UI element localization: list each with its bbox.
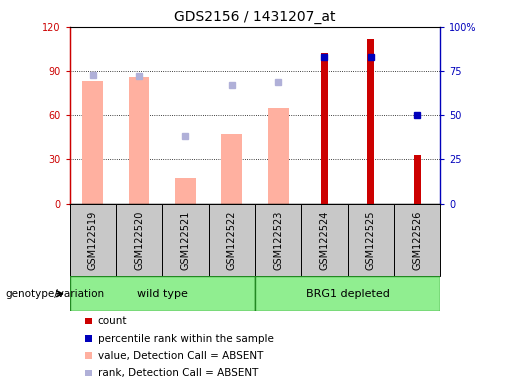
Title: GDS2156 / 1431207_at: GDS2156 / 1431207_at	[174, 10, 336, 25]
Bar	[255, 204, 301, 276]
Text: percentile rank within the sample: percentile rank within the sample	[98, 334, 274, 344]
Bar	[85, 370, 92, 376]
Text: GSM122524: GSM122524	[319, 210, 330, 270]
Bar	[70, 204, 116, 276]
Bar	[85, 353, 92, 359]
Bar	[348, 204, 394, 276]
Bar	[301, 204, 348, 276]
Text: GSM122525: GSM122525	[366, 210, 376, 270]
Text: GSM122526: GSM122526	[412, 210, 422, 270]
Text: GSM122521: GSM122521	[180, 210, 191, 270]
Bar	[162, 204, 209, 276]
Bar	[367, 39, 374, 204]
Text: GSM122523: GSM122523	[273, 210, 283, 270]
Text: GSM122520: GSM122520	[134, 210, 144, 270]
Bar	[82, 81, 103, 204]
Bar	[129, 77, 149, 204]
Text: count: count	[98, 316, 127, 326]
Text: BRG1 depleted: BRG1 depleted	[306, 289, 389, 299]
Text: genotype/variation: genotype/variation	[5, 289, 104, 299]
Text: value, Detection Call = ABSENT: value, Detection Call = ABSENT	[98, 351, 263, 361]
Bar	[414, 155, 421, 204]
Bar	[321, 53, 328, 204]
Bar	[175, 179, 196, 204]
Bar	[85, 335, 92, 342]
Bar	[268, 108, 288, 204]
Bar	[70, 276, 255, 311]
Text: rank, Detection Call = ABSENT: rank, Detection Call = ABSENT	[98, 368, 258, 378]
Text: wild type: wild type	[137, 289, 187, 299]
Bar	[116, 204, 162, 276]
Bar	[209, 204, 255, 276]
Text: GSM122522: GSM122522	[227, 210, 237, 270]
Bar	[221, 134, 242, 204]
Bar	[255, 276, 440, 311]
Bar	[394, 204, 440, 276]
Bar	[85, 318, 92, 324]
Text: GSM122519: GSM122519	[88, 210, 98, 270]
